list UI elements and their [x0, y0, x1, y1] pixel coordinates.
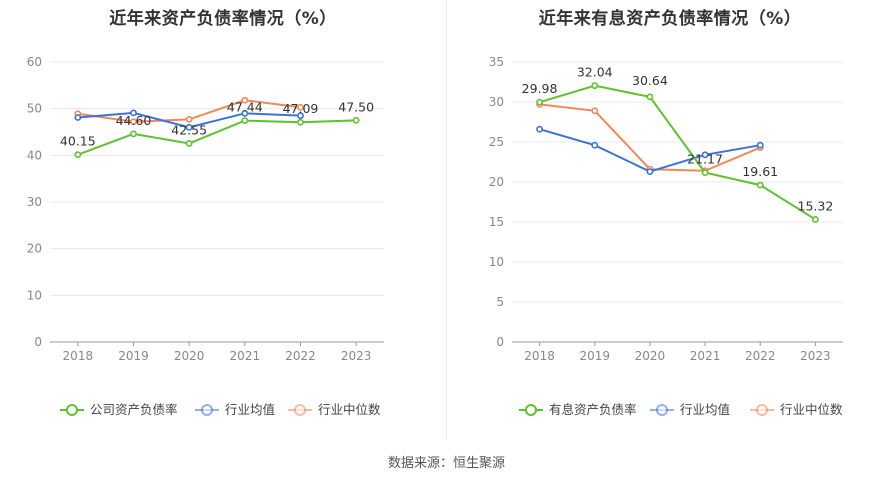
chart2-series-1-line	[539, 128, 761, 173]
chart1-series-1-point	[185, 123, 193, 131]
chart1-series-0-point	[74, 151, 82, 159]
chart1-data-label: 47.50	[338, 99, 374, 114]
chart1-x-tick-label: 2021	[230, 349, 261, 363]
chart1-y-tick-label: 40	[27, 148, 42, 162]
chart2-y-tick-label: 30	[489, 95, 504, 109]
chart1-series-1-point	[130, 109, 137, 117]
chart1-series-2-point	[130, 118, 137, 126]
panel-divider	[446, 0, 447, 440]
chart1-y-tick-label: 10	[27, 288, 42, 302]
chart2-y-tick-label: 35	[489, 55, 504, 69]
chart1-y-tick-label: 20	[27, 242, 42, 256]
chart1-data-label: 44.60	[116, 113, 152, 128]
chart1-data-label: 40.15	[60, 134, 96, 149]
chart1-x-tick-label: 2020	[174, 349, 205, 363]
chart2-x-tick-label: 2023	[800, 349, 831, 363]
chart1-legend-label: 行业均值	[225, 402, 275, 417]
chart2-x-tick-label: 2020	[635, 349, 666, 363]
chart1-series-0-line	[77, 119, 357, 156]
chart1-x-tick-label: 2018	[63, 349, 94, 363]
chart1-y-tick-label: 0	[34, 335, 42, 349]
chart2-legend-label: 行业中位数	[780, 402, 843, 417]
chart1-series-0-point	[297, 118, 304, 126]
chart1-series-2-point	[241, 96, 249, 104]
chart1-y-tick-label: 30	[27, 195, 42, 209]
chart2-y-tick-label: 15	[489, 215, 504, 229]
chart2-data-label: 32.04	[577, 65, 613, 80]
chart2-series-0-line	[539, 84, 816, 221]
chart1-data-label: 42.55	[171, 122, 207, 137]
chart1-series-1-point	[74, 114, 82, 121]
chart2-series-2-point	[591, 107, 599, 115]
chart1-series-1-point	[241, 109, 249, 117]
chart2-series-0-point	[536, 98, 543, 106]
chart1-x-tick-label: 2023	[341, 349, 372, 363]
chart2-series-1-point	[591, 141, 599, 149]
chart1-y-tick-label: 60	[27, 55, 42, 69]
chart1-data-label: 47.44	[227, 100, 263, 115]
chart2-data-label: 21.17	[687, 152, 723, 167]
chart1-legend-marker	[66, 404, 78, 416]
chart2-series-1-point	[701, 151, 709, 159]
chart2-y-tick-label: 25	[489, 135, 504, 149]
chart1-series-0-point	[130, 130, 137, 138]
chart1-series-2-point	[185, 116, 193, 123]
chart1-series-1-point	[297, 112, 304, 120]
chart-left-title: 近年来资产负债率情况（%）	[109, 9, 337, 29]
chart-left-plot: 0 10 20 30 40 50 60 2018 2019 2020 2021 2022 2023 40.…	[27, 55, 384, 417]
chart1-series-0-point	[185, 140, 193, 147]
chart2-legend-marker	[525, 404, 537, 416]
chart-right-plot: 0 5 10 15 20 25 30 35 2018 2019 2020 2021 2022 2023 29…	[489, 55, 843, 417]
chart2-legend-marker	[656, 404, 668, 416]
chart1-series-2-point	[297, 103, 304, 111]
chart2-legend-marker	[756, 404, 768, 416]
chart-right: 近年来有息资产负债率情况（%） 0 5 10 15 20 25 30 35 2018 2019 20…	[447, 0, 893, 440]
chart2-series-1-point	[646, 168, 654, 175]
chart1-data-label: 47.09	[283, 101, 319, 116]
source-note: 数据来源：恒生聚源	[387, 456, 505, 471]
chart2-series-0-point	[646, 93, 654, 101]
chart2-data-label: 30.64	[632, 73, 668, 88]
chart2-series-0-point	[756, 181, 764, 189]
chart2-series-0-point	[701, 169, 709, 177]
chart2-x-tick-label: 2022	[745, 349, 776, 363]
chart2-x-tick-label: 2018	[524, 349, 555, 363]
chart1-legend-marker	[201, 404, 213, 416]
chart2-series-0-point	[812, 216, 819, 223]
chart2-data-label: 15.32	[798, 198, 834, 213]
chart2-series-1-point	[756, 141, 764, 149]
chart2-y-tick-label: 0	[496, 335, 504, 349]
chart2-y-tick-label: 20	[489, 175, 504, 189]
chart1-x-tick-label: 2022	[285, 349, 316, 363]
chart2-y-tick-label: 5	[496, 295, 504, 309]
chart1-legend-label: 行业中位数	[318, 402, 381, 417]
chart2-data-label: 29.98	[522, 81, 558, 96]
chart-left: 近年来资产负债率情况（%） 0 10 20 30 40 50 60 2018 2019 2020 2…	[0, 0, 446, 440]
chart2-x-tick-label: 2021	[690, 349, 721, 363]
chart2-y-tick-label: 10	[489, 255, 504, 269]
chart1-y-tick-label: 50	[27, 102, 42, 116]
chart2-series-2-line	[539, 103, 761, 172]
chart1-legend-label: 公司资产负债率	[90, 402, 178, 417]
chart2-series-1-point	[536, 125, 543, 133]
chart-right-title: 近年来有息资产负债率情况（%）	[538, 9, 802, 29]
chart2-x-tick-label: 2019	[579, 349, 610, 363]
chart1-series-0-point	[241, 117, 249, 125]
chart1-x-tick-label: 2019	[118, 349, 149, 363]
chart1-series-0-point	[352, 116, 360, 124]
chart2-data-label: 19.61	[742, 164, 778, 179]
chart2-legend-label: 有息资产负债率	[549, 402, 637, 417]
chart2-series-0-point	[591, 82, 599, 90]
chart1-legend-marker	[294, 404, 306, 416]
chart2-legend-label: 行业均值	[680, 402, 730, 417]
